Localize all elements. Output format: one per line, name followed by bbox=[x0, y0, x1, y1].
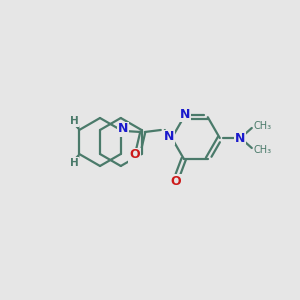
Text: CH₃: CH₃ bbox=[254, 121, 272, 131]
Text: N: N bbox=[235, 131, 245, 145]
Text: N: N bbox=[164, 130, 174, 143]
Text: N: N bbox=[118, 122, 128, 136]
Polygon shape bbox=[73, 121, 79, 130]
Polygon shape bbox=[73, 154, 79, 163]
Text: O: O bbox=[170, 175, 181, 188]
Text: N: N bbox=[180, 108, 190, 121]
Text: CH₃: CH₃ bbox=[254, 145, 272, 155]
Text: H: H bbox=[70, 116, 79, 126]
Text: H: H bbox=[70, 158, 79, 168]
Text: O: O bbox=[130, 148, 140, 161]
